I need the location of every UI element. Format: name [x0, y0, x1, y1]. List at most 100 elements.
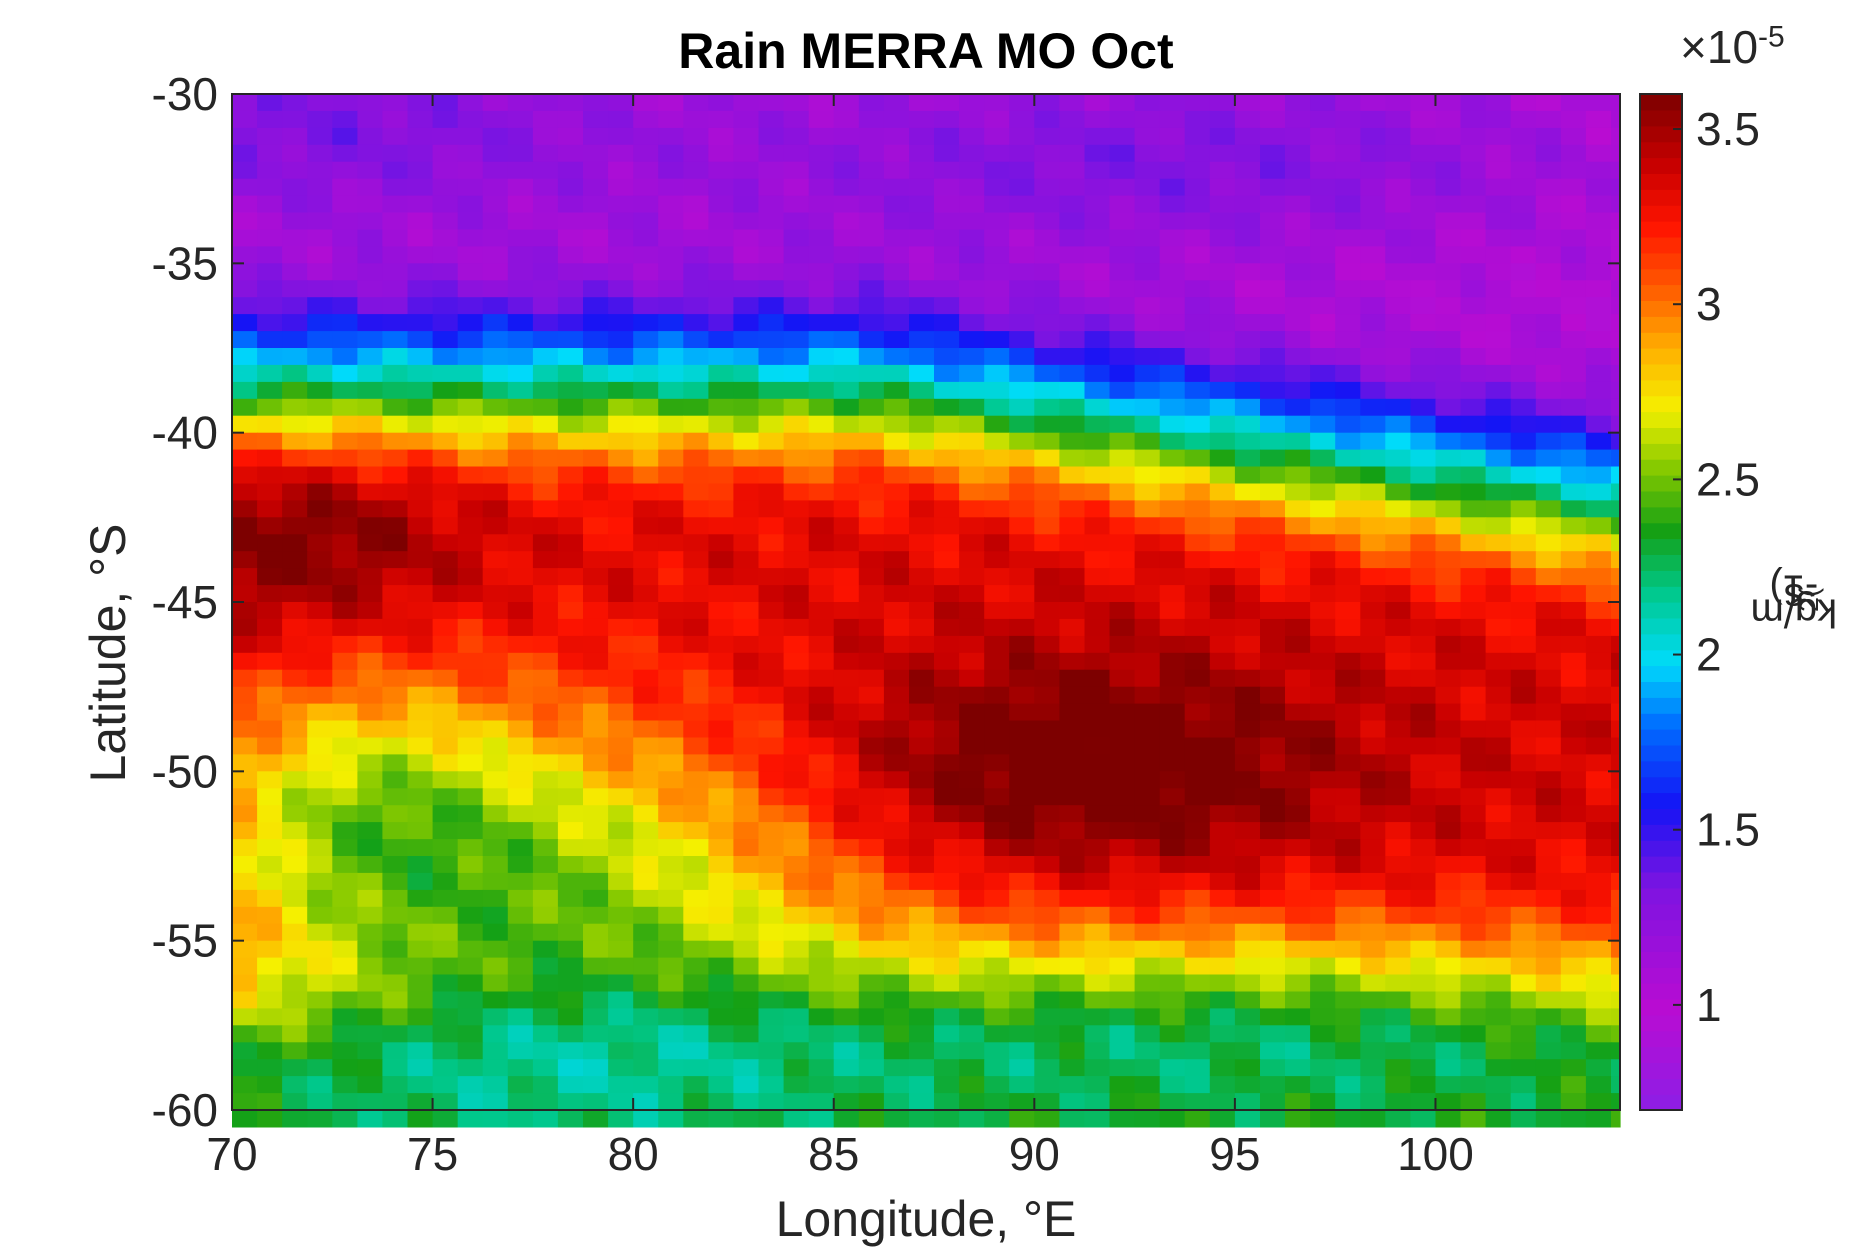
heatmap-cell — [833, 1025, 860, 1043]
heatmap-cell — [583, 720, 609, 738]
heatmap-cell — [984, 822, 1010, 840]
heatmap-cell — [633, 669, 659, 688]
heatmap-cell — [482, 1042, 509, 1060]
heatmap-cell — [808, 517, 835, 535]
heatmap-cell — [1510, 94, 1537, 112]
heatmap-cell — [783, 635, 810, 654]
heatmap-cell — [984, 618, 1010, 637]
heatmap-cell — [1485, 635, 1512, 654]
heatmap-cell — [858, 940, 885, 959]
heatmap-cell — [1585, 500, 1612, 518]
heatmap-cell — [883, 195, 910, 214]
heatmap-cell — [708, 1110, 735, 1128]
heatmap-cell — [708, 652, 735, 671]
x-axis-label: Longitude, °E — [775, 1191, 1077, 1247]
heatmap-cell — [959, 1093, 985, 1111]
heatmap-cell — [1585, 1042, 1612, 1060]
heatmap-cell — [1134, 720, 1161, 738]
heatmap-cell — [1159, 178, 1186, 197]
heatmap-cell — [382, 957, 409, 976]
heatmap-cell — [984, 923, 1010, 942]
heatmap-cell — [357, 618, 384, 637]
heatmap-cell — [959, 314, 985, 332]
heatmap-cell — [432, 602, 459, 620]
heatmap-cell — [282, 517, 308, 535]
heatmap-cell — [1410, 551, 1437, 569]
heatmap-cell — [382, 822, 409, 840]
heatmap-cell — [382, 246, 409, 264]
heatmap-cell — [1360, 280, 1386, 298]
heatmap-cell — [1109, 822, 1136, 840]
heatmap-cell — [1435, 331, 1462, 349]
heatmap-cell — [1435, 415, 1462, 434]
heatmap-cell — [1360, 889, 1386, 908]
heatmap-cell — [1360, 364, 1386, 383]
heatmap-cell — [1435, 771, 1462, 789]
heatmap-cell — [1410, 568, 1437, 586]
heatmap-cell — [1109, 703, 1136, 722]
heatmap-cell — [1260, 212, 1286, 230]
heatmap-cell — [1034, 331, 1060, 349]
heatmap-cell — [1611, 652, 1621, 671]
heatmap-cell — [833, 720, 860, 738]
heatmap-cell — [683, 432, 709, 451]
heatmap-cell — [883, 618, 910, 637]
heatmap-cell — [232, 178, 258, 197]
heatmap-cell — [1260, 822, 1286, 840]
heatmap-cell — [1360, 246, 1386, 264]
heatmap-cell — [1611, 618, 1621, 637]
heatmap-cell — [1510, 161, 1537, 180]
heatmap-cell — [909, 1110, 935, 1128]
heatmap-cell — [583, 246, 609, 264]
heatmap-cell — [909, 1025, 935, 1043]
heatmap-cell — [1260, 940, 1286, 959]
heatmap-cell — [608, 517, 634, 535]
heatmap-cell — [557, 517, 584, 535]
heatmap-cell — [959, 449, 985, 468]
heatmap-cell — [1159, 517, 1186, 535]
heatmap-cell — [1585, 957, 1612, 976]
heatmap-cell — [307, 449, 333, 468]
heatmap-cell — [1360, 737, 1386, 755]
heatmap-cell — [282, 788, 308, 806]
heatmap-cell — [858, 398, 885, 417]
colorbar-swatch — [1640, 173, 1682, 190]
heatmap-cell — [858, 500, 885, 518]
heatmap-cell — [608, 720, 634, 738]
heatmap-cell — [984, 432, 1010, 451]
heatmap-cell — [257, 297, 283, 315]
heatmap-cell — [432, 314, 459, 332]
heatmap-cell — [1460, 381, 1487, 400]
heatmap-cell — [282, 805, 308, 823]
heatmap-cell — [1435, 297, 1462, 315]
heatmap-cell — [332, 500, 358, 518]
heatmap-cell — [758, 195, 785, 214]
heatmap-cell — [382, 602, 409, 620]
heatmap-cell — [1209, 788, 1236, 806]
heatmap-cell — [1260, 127, 1286, 146]
heatmap-cell — [1435, 703, 1462, 722]
heatmap-cell — [708, 805, 735, 823]
heatmap-cell — [583, 297, 609, 315]
heatmap-cell — [1335, 246, 1361, 264]
heatmap-cell — [934, 703, 960, 722]
heatmap-cell — [332, 483, 358, 501]
heatmap-cell — [232, 381, 258, 400]
heatmap-cell — [507, 517, 534, 535]
heatmap-cell — [1360, 585, 1386, 603]
heatmap-cell — [1159, 466, 1186, 484]
heatmap-cell — [1585, 669, 1612, 688]
heatmap-cell — [1009, 991, 1035, 1009]
heatmap-cell — [1009, 737, 1035, 755]
heatmap-cell — [332, 381, 358, 400]
heatmap-cell — [1435, 856, 1462, 874]
heatmap-cell — [407, 331, 434, 349]
heatmap-cell — [1285, 551, 1311, 569]
heatmap-cell — [282, 957, 308, 976]
heatmap-cell — [608, 297, 634, 315]
heatmap-cell — [633, 652, 659, 671]
heatmap-cell — [683, 1059, 709, 1077]
heatmap-cell — [984, 212, 1010, 230]
heatmap-cell — [808, 195, 835, 214]
heatmap-cell — [883, 1059, 910, 1077]
